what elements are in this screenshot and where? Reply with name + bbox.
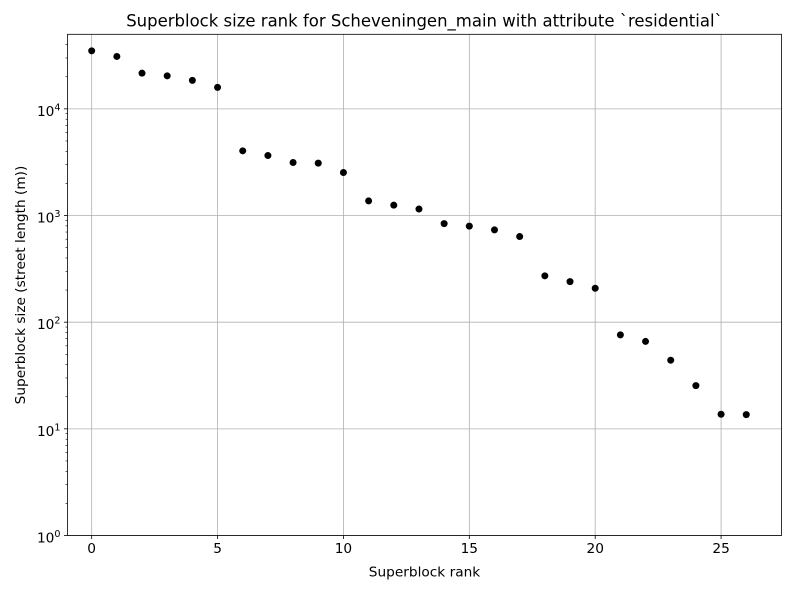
x-tick-label: 10 [335,541,352,557]
y-tick-label: 101 [37,422,61,440]
chart-layers: 0 5 10 15 20 25 100 101 102 103 104 [37,33,782,557]
data-point [642,337,650,345]
data-point [163,72,171,80]
x-tick-label: 20 [586,541,603,557]
data-points [88,47,750,419]
data-point [88,47,96,55]
data-point [188,76,196,84]
x-tick-label: 15 [461,541,478,557]
data-point [415,205,423,213]
data-point [516,233,524,241]
gridlines [67,34,782,536]
data-point [616,331,624,339]
y-tick-label: 100 [37,529,61,547]
x-tick-label: 25 [712,541,729,557]
data-point [717,410,725,418]
data-point [591,284,599,292]
data-point [113,52,121,60]
data-point [264,152,272,160]
x-tick-label: 0 [87,541,96,557]
data-point [667,356,675,364]
data-point [742,411,750,419]
data-point [541,272,549,280]
data-point [566,278,574,286]
data-point [365,197,373,205]
y-axis-label: Superblock size (street length (m)) [13,166,29,405]
x-axis-label: Superblock rank [369,565,480,581]
plot-frame [67,33,782,536]
data-point [390,201,398,209]
y-tick-label: 104 [37,102,61,120]
data-point [440,220,448,228]
data-point [138,69,146,77]
data-point [339,169,347,177]
y-tick-label: 103 [37,209,61,227]
data-point [214,83,222,91]
data-point [314,159,322,167]
data-point [289,159,297,167]
data-point [465,222,473,230]
ticks [64,44,722,539]
data-point [239,147,247,155]
x-tick-label: 5 [213,541,222,557]
data-point [490,226,498,234]
y-tick-label: 102 [37,316,61,334]
data-point [692,382,700,390]
chart-title: Superblock size rank for Scheveningen_ma… [126,11,723,31]
